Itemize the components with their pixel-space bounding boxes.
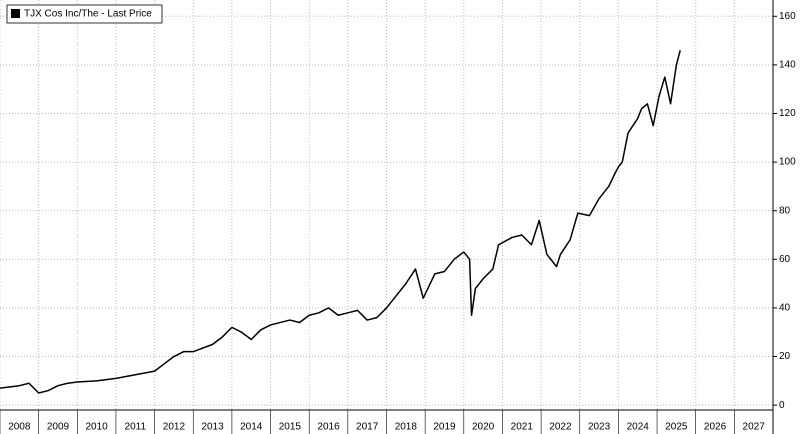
x-tick-label: 2024 [627, 422, 650, 433]
x-tick-label: 2010 [86, 422, 109, 433]
y-tick-label: 60 [779, 254, 791, 265]
y-tick-label: 160 [779, 11, 796, 22]
x-tick-label: 2009 [47, 422, 70, 433]
x-tick-label: 2012 [163, 422, 186, 433]
x-tick-label: 2015 [279, 422, 302, 433]
x-tick-label: 2014 [240, 422, 263, 433]
x-tick-label: 2019 [433, 422, 456, 433]
y-tick-label: 120 [779, 108, 796, 119]
y-tick-label: 140 [779, 60, 796, 71]
legend-swatch [11, 9, 20, 18]
y-tick-label: 20 [779, 351, 791, 362]
x-tick-label: 2027 [743, 422, 766, 433]
y-tick-label: 100 [779, 157, 796, 168]
x-tick-label: 2020 [472, 422, 495, 433]
legend-label: TJX Cos Inc/The - Last Price [24, 9, 152, 20]
legend-box [6, 4, 163, 24]
x-tick-label: 2008 [8, 422, 31, 433]
x-tick-label: 2025 [665, 422, 688, 433]
legend: TJX Cos Inc/The - Last Price [6, 4, 163, 24]
x-tick-label: 2017 [356, 422, 379, 433]
x-tick-label: 2018 [395, 422, 418, 433]
price-line [0, 50, 681, 394]
x-tick-label: 2022 [549, 422, 572, 433]
x-tick-label: 2026 [704, 422, 727, 433]
y-tick-label: 40 [779, 303, 791, 314]
x-tick-label: 2013 [201, 422, 224, 433]
x-tick-label: 2023 [588, 422, 611, 433]
y-tick-label: 0 [779, 400, 785, 411]
x-tick-label: 2021 [511, 422, 534, 433]
y-tick-label: 80 [779, 205, 791, 216]
x-tick-label: 2016 [317, 422, 340, 433]
x-tick-label: 2011 [125, 422, 147, 433]
